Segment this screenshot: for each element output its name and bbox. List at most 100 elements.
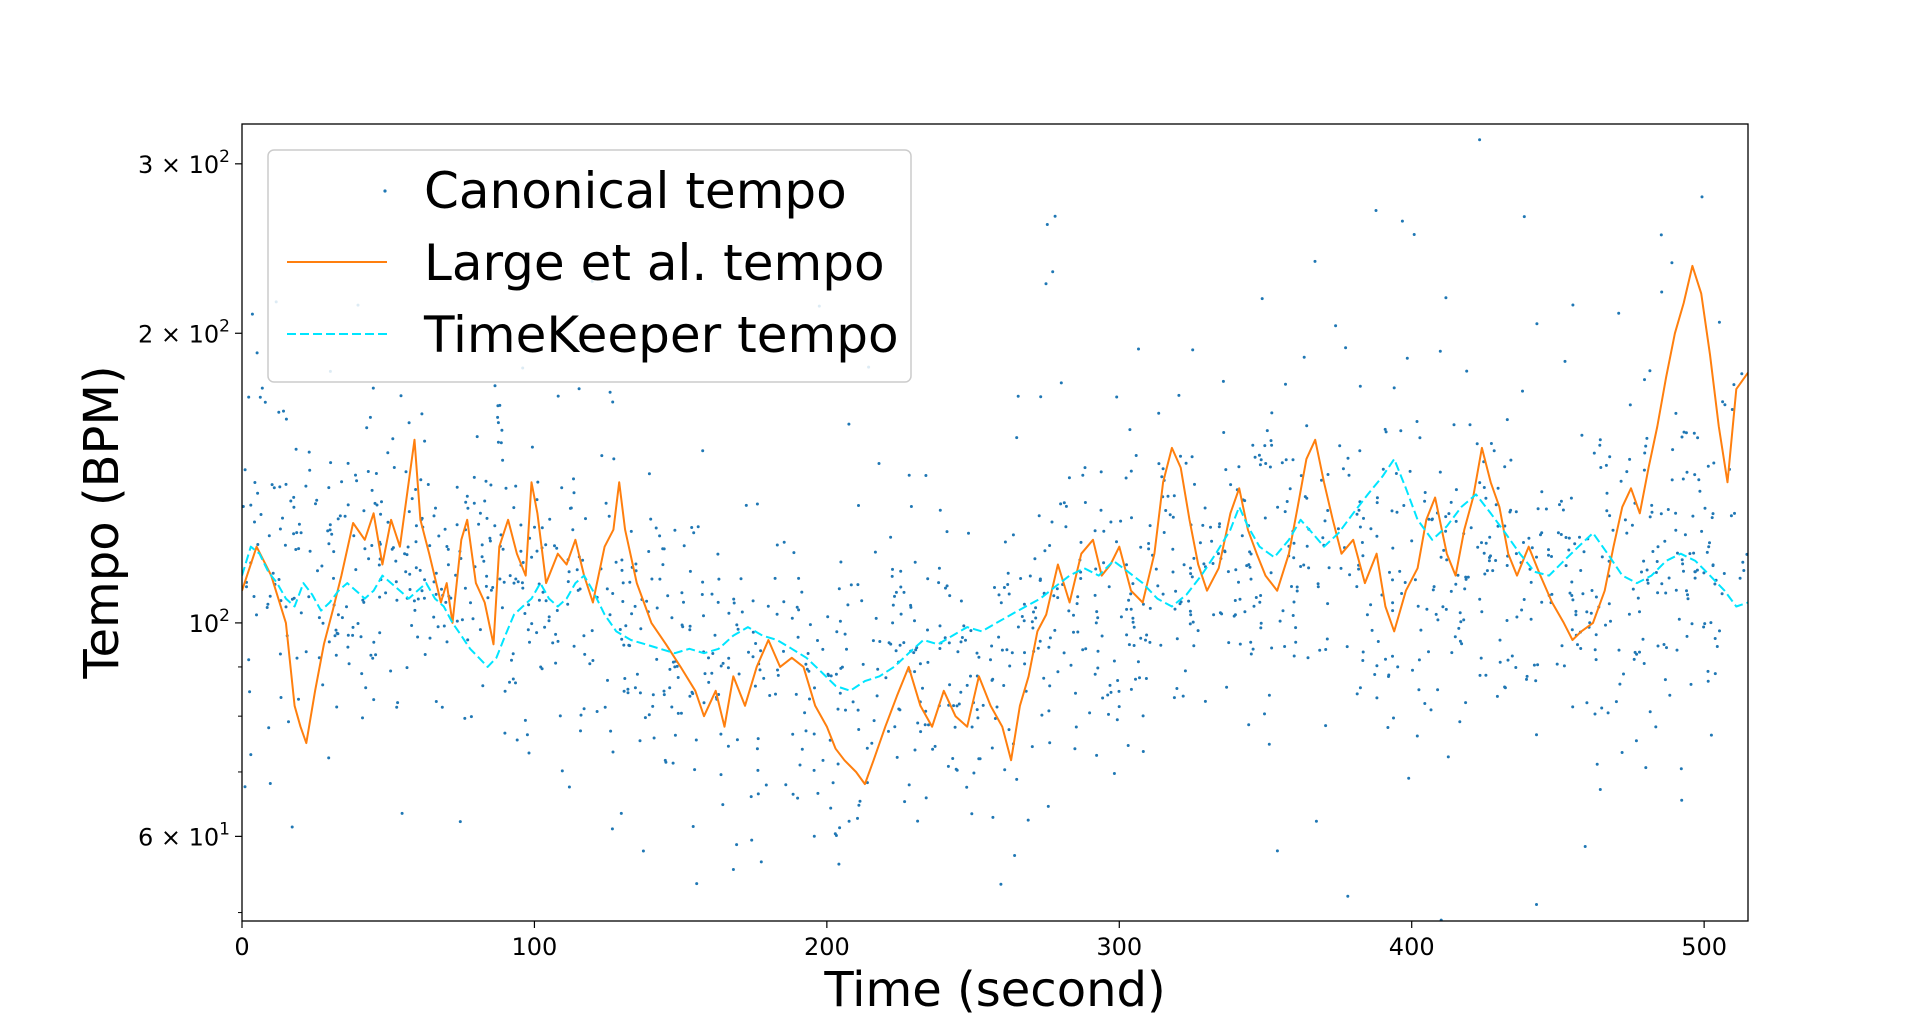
canonical-point [750, 838, 754, 842]
canonical-point [965, 683, 969, 687]
canonical-point [577, 387, 581, 391]
canonical-point [1238, 642, 1242, 646]
canonical-point [909, 605, 913, 609]
canonical-point [1564, 564, 1568, 568]
canonical-point [1582, 550, 1586, 554]
canonical-point [566, 580, 570, 584]
canonical-point [997, 635, 1001, 639]
canonical-point [1240, 534, 1244, 538]
canonical-point [1355, 585, 1359, 589]
canonical-point [643, 716, 647, 720]
canonical-point [1178, 602, 1182, 606]
canonical-point [1348, 573, 1352, 577]
canonical-point [1514, 666, 1518, 669]
canonical-point [377, 563, 381, 567]
canonical-point [1509, 458, 1513, 462]
canonical-point [1683, 533, 1687, 537]
canonical-point [634, 569, 638, 573]
y-tick-label: 6 × 101 [138, 819, 230, 851]
canonical-point [921, 686, 924, 690]
canonical-point [1556, 531, 1560, 535]
canonical-point [395, 705, 399, 709]
canonical-point [1222, 431, 1226, 434]
canonical-point [1563, 359, 1567, 363]
canonical-point [1280, 461, 1284, 465]
canonical-point [1347, 473, 1351, 477]
timekeeper-tempo-line [242, 458, 1748, 692]
canonical-point [916, 721, 920, 725]
canonical-point [361, 598, 365, 602]
canonical-point [1115, 395, 1119, 399]
canonical-point [1680, 435, 1684, 439]
canonical-point [755, 502, 759, 506]
canonical-point [735, 623, 739, 627]
canonical-point [1679, 767, 1683, 771]
canonical-point [1127, 643, 1131, 647]
canonical-point [1685, 634, 1689, 638]
canonical-point [856, 708, 860, 712]
canonical-point [295, 656, 299, 660]
canonical-point [485, 516, 489, 520]
canonical-point [407, 510, 411, 514]
canonical-point [711, 652, 715, 655]
canonical-point [1174, 589, 1178, 593]
canonical-point [975, 651, 979, 655]
canonical-point [1334, 324, 1338, 328]
canonical-point [434, 700, 438, 703]
canonical-point [623, 677, 627, 680]
canonical-point [1579, 569, 1583, 572]
canonical-point [1249, 577, 1253, 581]
canonical-point [1131, 616, 1135, 620]
canonical-point [516, 580, 520, 584]
canonical-point [1193, 482, 1196, 486]
canonical-point [1721, 400, 1725, 404]
canonical-point [1642, 662, 1646, 665]
canonical-point [292, 495, 296, 499]
canonical-point [652, 736, 656, 740]
canonical-point [887, 729, 890, 733]
canonical-point [1674, 528, 1678, 532]
canonical-point [1100, 634, 1104, 638]
canonical-point [1680, 798, 1684, 802]
canonical-point [1259, 626, 1263, 630]
canonical-point [838, 826, 842, 830]
canonical-point [1645, 436, 1649, 440]
canonical-point [554, 661, 558, 665]
canonical-point [527, 751, 531, 755]
canonical-point [526, 628, 530, 632]
canonical-point [874, 616, 878, 620]
canonical-point [1126, 744, 1130, 747]
canonical-point [1276, 505, 1280, 509]
canonical-point [1487, 559, 1491, 563]
canonical-point [1107, 585, 1111, 589]
canonical-point [496, 421, 500, 425]
canonical-point [691, 692, 695, 696]
canonical-point [918, 662, 922, 666]
canonical-point [1026, 818, 1030, 822]
canonical-point [501, 547, 505, 551]
canonical-point [514, 484, 518, 488]
canonical-point [521, 586, 525, 590]
canonical-point [915, 646, 919, 650]
canonical-point [1083, 466, 1087, 470]
canonical-point [732, 597, 736, 601]
canonical-point [919, 730, 923, 734]
canonical-point [1141, 714, 1145, 718]
canonical-point [1015, 777, 1019, 781]
canonical-point [1559, 533, 1563, 536]
canonical-point [455, 485, 459, 489]
canonical-point [633, 686, 637, 690]
canonical-point [327, 486, 331, 490]
canonical-point [548, 517, 552, 521]
canonical-point [716, 600, 720, 604]
canonical-point [719, 773, 723, 777]
canonical-point [835, 630, 839, 634]
canonical-point [1520, 608, 1524, 612]
canonical-point [1708, 541, 1711, 545]
canonical-point [891, 567, 894, 571]
canonical-point [328, 528, 332, 532]
canonical-point [567, 785, 571, 789]
canonical-point [267, 534, 271, 538]
canonical-point [1411, 668, 1414, 672]
canonical-point [1480, 610, 1484, 614]
